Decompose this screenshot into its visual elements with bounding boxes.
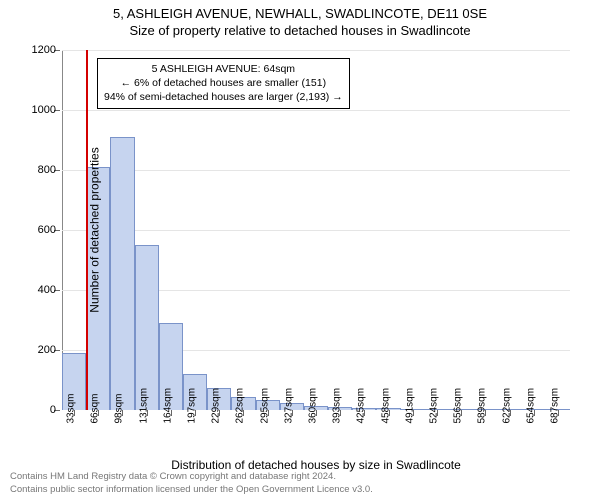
y-tick-label: 0 (50, 404, 56, 416)
y-tick-label: 800 (38, 164, 56, 176)
gridline (62, 170, 570, 171)
footer-line-1: Contains HM Land Registry data © Crown c… (10, 471, 373, 483)
gridline (62, 110, 570, 111)
annotation-line: 94% of semi-detached houses are larger (… (104, 90, 343, 104)
annotation-box: 5 ASHLEIGH AVENUE: 64sqm← 6% of detached… (97, 58, 350, 109)
footer-line-2: Contains public sector information licen… (10, 484, 373, 496)
chart-area: 02004006008001000120033sqm66sqm98sqm131s… (62, 50, 570, 410)
annotation-line: 5 ASHLEIGH AVENUE: 64sqm (104, 62, 343, 76)
x-axis-label: Distribution of detached houses by size … (171, 458, 461, 472)
gridline (62, 50, 570, 51)
bar (110, 137, 134, 410)
annotation-line: ← 6% of detached houses are smaller (151… (104, 76, 343, 90)
y-tick-label: 1200 (32, 44, 56, 56)
y-axis-label: Number of detached properties (88, 147, 102, 312)
plot-region: 02004006008001000120033sqm66sqm98sqm131s… (62, 50, 570, 410)
footer-attribution: Contains HM Land Registry data © Crown c… (10, 471, 373, 496)
y-tick-label: 600 (38, 224, 56, 236)
title-main: 5, ASHLEIGH AVENUE, NEWHALL, SWADLINCOTE… (0, 6, 600, 21)
title-sub: Size of property relative to detached ho… (0, 23, 600, 38)
gridline (62, 230, 570, 231)
y-tick-label: 400 (38, 284, 56, 296)
bar (135, 245, 159, 410)
title-block: 5, ASHLEIGH AVENUE, NEWHALL, SWADLINCOTE… (0, 0, 600, 38)
y-tick-label: 200 (38, 344, 56, 356)
y-tick-label: 1000 (32, 104, 56, 116)
